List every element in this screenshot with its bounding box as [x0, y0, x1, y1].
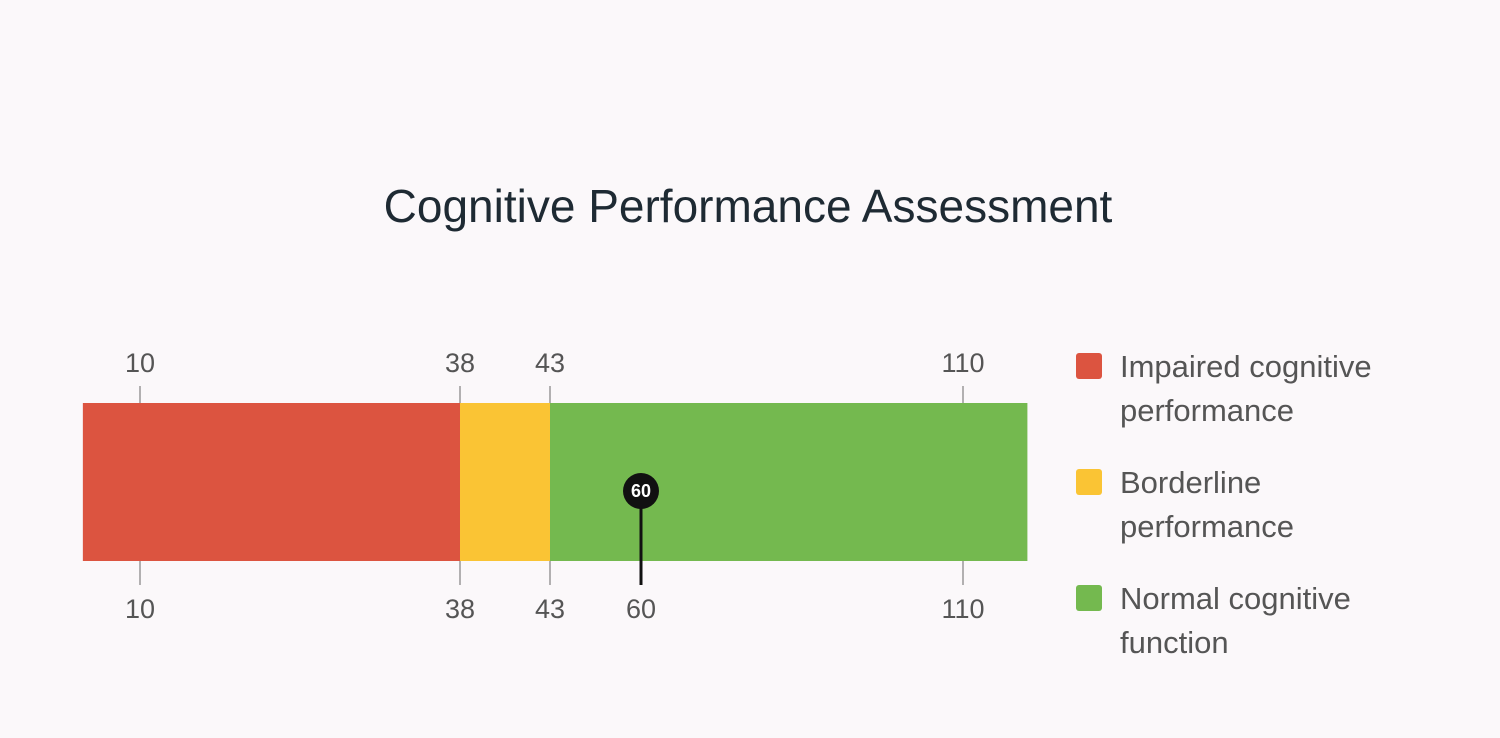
tick-label: 38 — [445, 348, 475, 378]
legend-swatch — [1076, 469, 1102, 495]
legend-label: Normal cognitive function — [1120, 581, 1351, 660]
marker-dot — [623, 473, 659, 509]
legend-item: Borderline performance — [1076, 461, 1456, 549]
tick-label: 10 — [125, 348, 155, 378]
tick-label: 43 — [535, 348, 565, 378]
legend: Impaired cognitive performance Borderline… — [1076, 345, 1456, 693]
tick-label: 110 — [941, 348, 984, 378]
tick-label: 38 — [445, 594, 475, 624]
legend-label: Impaired cognitive performance — [1120, 349, 1372, 428]
marker-label: 60 — [631, 481, 651, 501]
chart-title: Cognitive Performance Assessment — [384, 180, 1113, 232]
legend-swatch — [1076, 585, 1102, 611]
tick-label: 43 — [535, 594, 565, 624]
legend-label: Borderline performance — [1120, 465, 1295, 544]
range-band — [550, 403, 1028, 561]
tick-label: 10 — [125, 594, 155, 624]
tick-label: 60 — [626, 594, 656, 624]
legend-item: Normal cognitive function — [1076, 577, 1456, 665]
tick-label: 110 — [941, 594, 984, 624]
range-band — [460, 403, 550, 561]
legend-item: Impaired cognitive performance — [1076, 345, 1456, 433]
range-band — [82, 403, 460, 561]
legend-swatch — [1076, 353, 1102, 379]
